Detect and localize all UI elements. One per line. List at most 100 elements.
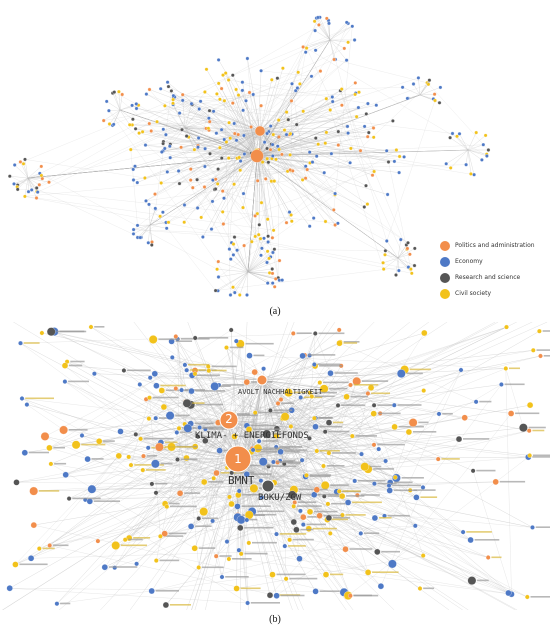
node bbox=[271, 228, 276, 233]
edge bbox=[100, 458, 241, 610]
node-label-mark bbox=[208, 428, 227, 430]
node bbox=[159, 181, 164, 185]
node-label-mark bbox=[25, 397, 54, 400]
edge bbox=[172, 357, 329, 454]
edge bbox=[58, 458, 241, 610]
node bbox=[235, 248, 239, 253]
node bbox=[417, 586, 423, 591]
node-label-mark bbox=[543, 355, 550, 357]
node bbox=[161, 127, 166, 132]
edge bbox=[261, 379, 330, 454]
node bbox=[312, 331, 318, 336]
node bbox=[307, 150, 312, 155]
node bbox=[232, 131, 237, 136]
node bbox=[282, 128, 287, 132]
edge bbox=[27, 173, 40, 179]
node-label-mark bbox=[23, 342, 40, 344]
node bbox=[168, 155, 173, 160]
node bbox=[173, 334, 179, 339]
node-label-mark bbox=[262, 440, 278, 442]
edge bbox=[27, 177, 50, 183]
node bbox=[336, 340, 343, 347]
node bbox=[258, 478, 264, 484]
node bbox=[314, 448, 320, 454]
node bbox=[210, 199, 215, 204]
node bbox=[177, 181, 182, 186]
edge bbox=[467, 149, 475, 175]
node bbox=[216, 259, 221, 264]
node-label-mark bbox=[296, 505, 322, 507]
node bbox=[155, 442, 164, 452]
edge bbox=[419, 87, 441, 96]
node bbox=[220, 210, 225, 214]
edge bbox=[307, 149, 397, 170]
node bbox=[237, 524, 244, 532]
node bbox=[342, 546, 349, 553]
edge bbox=[314, 384, 502, 495]
edge bbox=[184, 118, 209, 129]
network-graph-b: 1 BMNT 2 KLIMA- + ENERGIEFONDS BOKU/ZGW … bbox=[2, 322, 550, 610]
legend-item-politics: Politics and administration bbox=[440, 239, 548, 252]
node bbox=[29, 486, 39, 496]
node-label-mark bbox=[332, 452, 356, 454]
node bbox=[374, 548, 381, 556]
node bbox=[153, 382, 160, 389]
node-label-mark bbox=[160, 384, 186, 387]
node bbox=[405, 96, 410, 101]
legend-swatch-economy bbox=[440, 256, 450, 267]
edge bbox=[177, 338, 187, 459]
node bbox=[372, 481, 377, 487]
edge bbox=[104, 436, 199, 568]
node bbox=[197, 425, 202, 430]
edge bbox=[49, 388, 176, 449]
edge bbox=[228, 329, 340, 421]
legend-swatch-civil bbox=[440, 288, 450, 299]
edge bbox=[505, 368, 524, 428]
node bbox=[316, 512, 323, 519]
node bbox=[165, 80, 170, 85]
edge bbox=[214, 333, 316, 387]
node-label-mark bbox=[238, 435, 264, 438]
node bbox=[324, 130, 329, 135]
node bbox=[312, 415, 317, 421]
edge bbox=[315, 39, 331, 51]
edge bbox=[178, 428, 381, 587]
node bbox=[304, 472, 309, 478]
edge bbox=[284, 545, 369, 573]
node bbox=[216, 81, 221, 86]
edge bbox=[247, 249, 275, 273]
node bbox=[323, 219, 328, 224]
edge bbox=[472, 470, 512, 595]
node bbox=[48, 461, 54, 467]
edge bbox=[44, 364, 185, 437]
edge bbox=[302, 355, 357, 382]
edge bbox=[69, 449, 254, 499]
edge bbox=[256, 136, 368, 157]
node-label-mark bbox=[476, 469, 496, 472]
edge bbox=[240, 130, 261, 162]
node bbox=[147, 375, 153, 381]
node-label-mark bbox=[535, 526, 550, 528]
node-label-mark bbox=[265, 496, 293, 499]
node bbox=[322, 571, 330, 578]
node bbox=[268, 147, 273, 152]
node bbox=[271, 132, 276, 137]
node-label-mark bbox=[397, 404, 422, 406]
node-label-mark bbox=[536, 349, 550, 351]
edge bbox=[267, 485, 489, 558]
node bbox=[245, 426, 253, 433]
node bbox=[324, 16, 329, 21]
edge bbox=[267, 485, 349, 596]
node bbox=[265, 217, 270, 222]
edge bbox=[194, 458, 241, 610]
edge bbox=[239, 322, 496, 460]
edge bbox=[211, 130, 261, 230]
node-label-mark bbox=[52, 544, 69, 547]
node bbox=[367, 384, 375, 391]
node bbox=[352, 38, 357, 42]
hub-label-klimafonds: KLIMA- + ENERGIEFONDS bbox=[195, 431, 309, 441]
node bbox=[179, 387, 184, 393]
node bbox=[268, 124, 273, 128]
node-label-mark bbox=[352, 501, 382, 504]
node-label-mark bbox=[532, 454, 550, 457]
